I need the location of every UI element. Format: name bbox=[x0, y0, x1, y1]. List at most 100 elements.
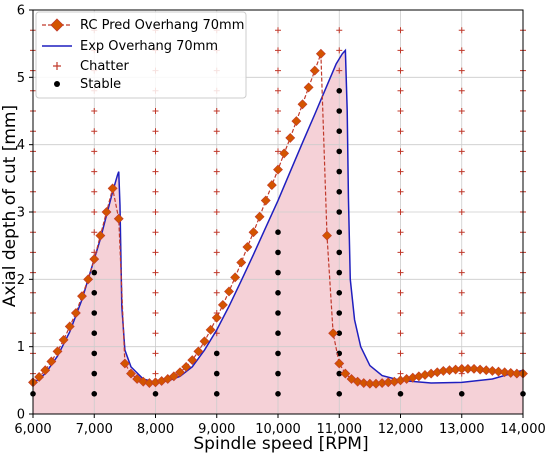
chatter-marker bbox=[458, 47, 465, 54]
rc-pred-marker bbox=[34, 372, 45, 382]
chatter-marker bbox=[91, 209, 98, 215]
chatter-marker bbox=[152, 229, 159, 236]
rc-pred-marker bbox=[224, 286, 234, 297]
chatter-marker bbox=[213, 289, 220, 296]
chatter-marker bbox=[91, 168, 98, 175]
rc-pred-marker bbox=[230, 272, 241, 283]
rc-pred-marker bbox=[358, 378, 369, 388]
rc-pred-marker bbox=[52, 346, 63, 357]
chatter-marker bbox=[152, 188, 159, 195]
chatter-marker bbox=[336, 47, 343, 54]
rc-pred-marker bbox=[248, 227, 259, 238]
chatter-marker bbox=[213, 188, 220, 195]
rc-pred-marker bbox=[346, 374, 357, 384]
chatter-marker bbox=[458, 209, 465, 215]
chatter-marker bbox=[397, 350, 404, 357]
rc-pred-marker bbox=[328, 328, 339, 339]
y-tick-label: 4 bbox=[17, 138, 25, 153]
stable-marker bbox=[336, 370, 343, 377]
stable-marker bbox=[397, 391, 404, 397]
stable-marker bbox=[275, 391, 281, 397]
chatter-marker bbox=[275, 148, 281, 155]
rc-pred-marker bbox=[322, 230, 332, 241]
rc-pred-marker bbox=[211, 312, 222, 323]
chatter-marker bbox=[458, 87, 465, 94]
rc-pred-marker bbox=[340, 368, 351, 379]
stable-marker bbox=[275, 249, 281, 256]
y-tick-label: 0 bbox=[17, 408, 25, 423]
stable-marker bbox=[336, 249, 343, 256]
chatter-marker bbox=[458, 229, 465, 236]
rc-pred-marker bbox=[481, 365, 492, 376]
y-axis-ticks: 0 1 2 3 4 5 6 bbox=[17, 4, 33, 423]
chatter-marker bbox=[458, 148, 465, 155]
rc-pred-marker bbox=[260, 195, 271, 206]
rc-pred-marker bbox=[83, 274, 94, 285]
legend-entry-exp: Exp Overhang 70mm bbox=[42, 39, 218, 54]
chatter-marker bbox=[458, 330, 465, 337]
chatter-marker bbox=[458, 269, 465, 276]
stable-marker bbox=[336, 391, 343, 397]
chatter-marker bbox=[275, 27, 281, 34]
y-tick-label: 6 bbox=[17, 4, 25, 19]
chatter-marker bbox=[458, 67, 465, 74]
rc-pred-marker bbox=[199, 336, 210, 347]
stable-marker bbox=[336, 229, 343, 235]
y-tick-label: 5 bbox=[17, 71, 25, 86]
chatter-marker bbox=[213, 168, 220, 175]
legend-entry-rc-pred: RC Pred Overhang 70mm bbox=[42, 18, 244, 33]
stable-marker bbox=[91, 370, 98, 377]
rc-pred-marker bbox=[499, 367, 510, 378]
stable-marker bbox=[213, 350, 220, 357]
rc-pred-marker bbox=[487, 365, 498, 376]
chatter-marker bbox=[397, 27, 404, 34]
rc-pred-marker bbox=[236, 257, 247, 268]
chatter-marker bbox=[397, 289, 404, 296]
stable-marker bbox=[91, 290, 98, 296]
rc-pred-marker bbox=[193, 346, 204, 357]
legend-entry-chatter: Chatter bbox=[53, 59, 129, 74]
chatter-marker bbox=[152, 350, 159, 357]
chatter-marker bbox=[152, 209, 159, 215]
chatter-marker bbox=[91, 188, 98, 195]
chatter-marker bbox=[152, 108, 159, 114]
chatter-marker bbox=[458, 350, 465, 357]
legend-stable-label: Stable bbox=[80, 77, 121, 92]
chatter-marker bbox=[152, 148, 159, 155]
rc-pred-marker bbox=[266, 180, 277, 190]
chatter-marker bbox=[275, 128, 281, 135]
chatter-marker bbox=[397, 148, 404, 155]
legend-rc-pred-diamond-icon bbox=[50, 18, 64, 32]
x-tick-label: 13,000 bbox=[439, 422, 485, 437]
rc-pred-marker bbox=[89, 254, 100, 265]
stable-marker bbox=[275, 330, 281, 337]
rc-pred-marker bbox=[315, 48, 326, 59]
legend-chatter-label: Chatter bbox=[80, 59, 129, 74]
rc-pred-marker bbox=[70, 308, 81, 318]
chatter-marker bbox=[152, 128, 159, 135]
chatter-marker bbox=[91, 108, 98, 114]
stable-marker bbox=[336, 269, 343, 276]
chatter-marker bbox=[397, 128, 404, 135]
stable-marker bbox=[275, 310, 281, 316]
chatter-marker bbox=[397, 330, 404, 337]
rc-pred-marker bbox=[113, 213, 124, 224]
stable-marker bbox=[336, 128, 343, 134]
chatter-marker bbox=[152, 330, 159, 337]
chatter-marker bbox=[397, 249, 404, 256]
rc-pred-marker bbox=[273, 164, 283, 175]
chatter-marker bbox=[152, 269, 159, 276]
x-tick-label: 8,000 bbox=[137, 422, 174, 437]
chatter-marker bbox=[152, 249, 159, 256]
chatter-marker bbox=[397, 108, 404, 114]
chatter-marker bbox=[397, 168, 404, 175]
chatter-marker bbox=[397, 47, 404, 54]
chatter-marker bbox=[91, 148, 98, 155]
chatter-marker bbox=[336, 27, 343, 34]
stable-marker bbox=[275, 370, 281, 377]
y-axis-label: Axial depth of cut [mm] bbox=[0, 105, 20, 307]
stable-marker bbox=[91, 350, 98, 357]
rc-pred-marker bbox=[217, 299, 228, 310]
